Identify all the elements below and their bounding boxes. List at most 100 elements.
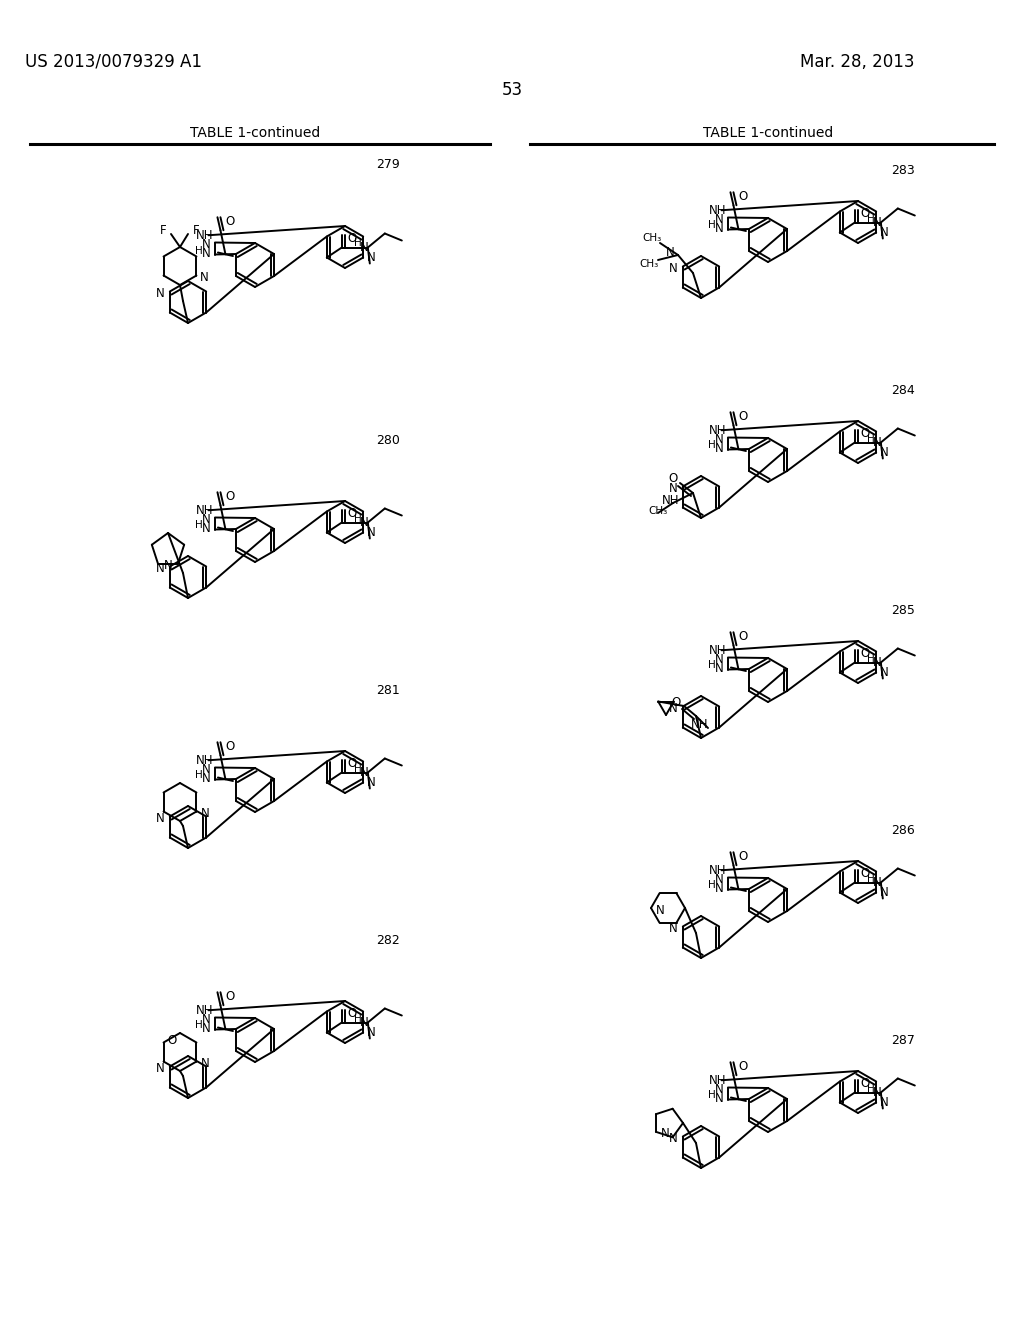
Text: N: N xyxy=(669,1133,677,1144)
Text: NH: NH xyxy=(196,504,213,516)
Text: N: N xyxy=(202,772,210,785)
Text: N: N xyxy=(202,513,210,525)
Text: O: O xyxy=(226,739,236,752)
Text: F: F xyxy=(193,224,200,238)
Text: CH₃: CH₃ xyxy=(648,506,668,516)
Text: N: N xyxy=(715,213,723,226)
Text: N: N xyxy=(880,1096,889,1109)
Text: N: N xyxy=(202,763,210,776)
Text: N: N xyxy=(655,903,665,916)
Text: N: N xyxy=(202,1022,210,1035)
Text: NH: NH xyxy=(709,424,726,437)
Text: H: H xyxy=(708,441,716,450)
Text: N: N xyxy=(201,807,210,820)
Text: NH: NH xyxy=(196,754,213,767)
Text: N: N xyxy=(872,436,882,449)
Text: O: O xyxy=(860,1077,869,1090)
Text: O: O xyxy=(672,696,681,709)
Text: N: N xyxy=(201,1057,210,1071)
Text: N: N xyxy=(367,1026,376,1039)
Text: N: N xyxy=(367,251,376,264)
Text: O: O xyxy=(739,630,749,643)
Text: CH₃: CH₃ xyxy=(639,259,658,269)
Text: O: O xyxy=(669,471,678,484)
Text: O: O xyxy=(226,215,236,228)
Text: N: N xyxy=(872,1086,882,1100)
Text: N: N xyxy=(359,516,369,529)
Text: NH: NH xyxy=(196,1003,213,1016)
Text: 284: 284 xyxy=(891,384,915,396)
Text: H: H xyxy=(354,1014,361,1023)
Text: O: O xyxy=(226,490,236,503)
Text: O: O xyxy=(347,756,356,770)
Text: 281: 281 xyxy=(376,684,400,697)
Text: Mar. 28, 2013: Mar. 28, 2013 xyxy=(800,53,914,71)
Text: O: O xyxy=(226,990,236,1003)
Text: 286: 286 xyxy=(891,824,915,837)
Text: 282: 282 xyxy=(376,933,400,946)
Text: 280: 280 xyxy=(376,433,400,446)
Text: TABLE 1-continued: TABLE 1-continued xyxy=(189,125,321,140)
Text: N: N xyxy=(367,525,376,539)
Text: N: N xyxy=(202,238,210,251)
Text: N: N xyxy=(880,886,889,899)
Text: N: N xyxy=(880,226,889,239)
Text: N: N xyxy=(359,1016,369,1030)
Text: N: N xyxy=(359,242,369,253)
Text: N: N xyxy=(156,812,164,825)
Text: N: N xyxy=(715,1082,723,1096)
Text: 53: 53 xyxy=(502,81,522,99)
Text: N: N xyxy=(202,521,210,535)
Text: N: N xyxy=(156,562,164,576)
Text: NH: NH xyxy=(709,1073,726,1086)
Text: N: N xyxy=(202,1012,210,1026)
Text: N: N xyxy=(872,216,882,228)
Text: N: N xyxy=(156,1063,164,1074)
Text: O: O xyxy=(739,409,749,422)
Text: N: N xyxy=(715,442,723,455)
Text: N: N xyxy=(715,663,723,675)
Text: 283: 283 xyxy=(891,164,915,177)
Text: H: H xyxy=(196,246,203,256)
Text: N: N xyxy=(156,286,164,300)
Text: H: H xyxy=(196,1020,203,1031)
Text: H: H xyxy=(867,874,874,883)
Text: N: N xyxy=(669,482,677,495)
Text: N: N xyxy=(872,656,882,669)
Text: N: N xyxy=(715,873,723,886)
Text: TABLE 1-continued: TABLE 1-continued xyxy=(702,125,834,140)
Text: O: O xyxy=(347,1007,356,1020)
Text: H: H xyxy=(196,771,203,780)
Text: O: O xyxy=(739,190,749,203)
Text: N: N xyxy=(715,433,723,446)
Text: 285: 285 xyxy=(891,603,915,616)
Text: N: N xyxy=(660,1127,670,1140)
Text: O: O xyxy=(167,1034,176,1047)
Text: N: N xyxy=(669,702,677,715)
Text: O: O xyxy=(739,1060,749,1073)
Text: H: H xyxy=(354,763,361,774)
Text: H: H xyxy=(708,220,716,231)
Text: N: N xyxy=(715,653,723,667)
Text: NH: NH xyxy=(663,495,680,507)
Text: N: N xyxy=(715,882,723,895)
Text: H: H xyxy=(867,1084,874,1093)
Text: CH₃: CH₃ xyxy=(642,234,662,243)
Text: H: H xyxy=(867,214,874,223)
Text: N: N xyxy=(880,667,889,678)
Text: N: N xyxy=(200,271,209,284)
Text: O: O xyxy=(860,867,869,880)
Text: N: N xyxy=(359,766,369,779)
Text: N: N xyxy=(367,776,376,789)
Text: N: N xyxy=(715,1092,723,1105)
Text: O: O xyxy=(860,647,869,660)
Text: NH: NH xyxy=(709,644,726,657)
Text: H: H xyxy=(708,1090,716,1101)
Text: H: H xyxy=(708,880,716,891)
Text: H: H xyxy=(196,520,203,531)
Text: US 2013/0079329 A1: US 2013/0079329 A1 xyxy=(25,53,202,71)
Text: N: N xyxy=(715,222,723,235)
Text: H: H xyxy=(354,513,361,524)
Text: O: O xyxy=(860,426,869,440)
Text: NH: NH xyxy=(709,863,726,876)
